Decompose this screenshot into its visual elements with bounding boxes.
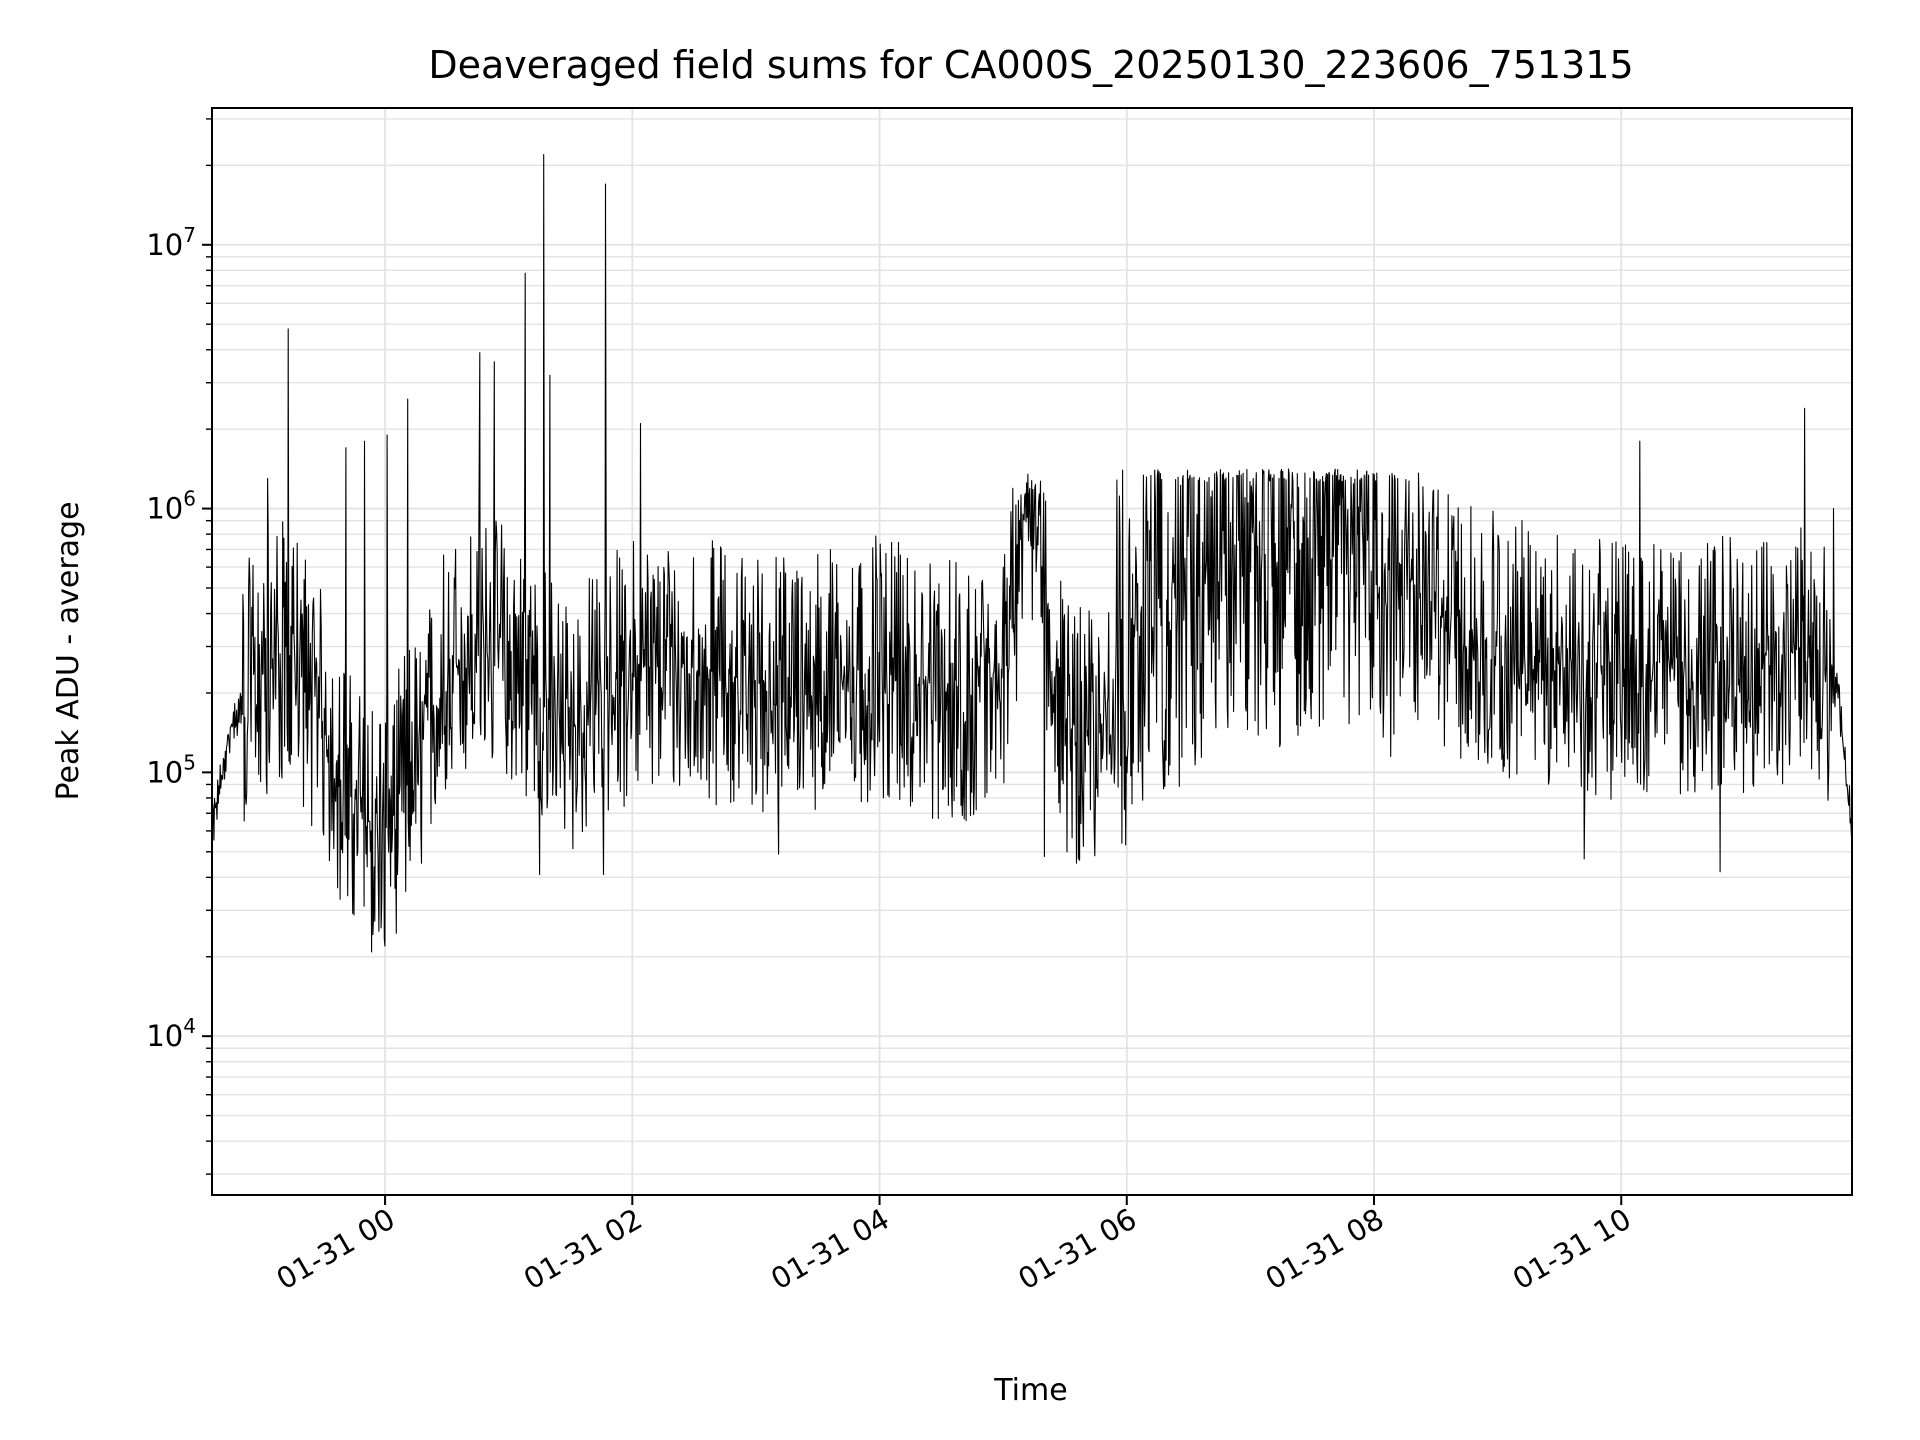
chart-title: Deaveraged field sums for CA000S_2025013… bbox=[428, 43, 1633, 87]
y-axis-label: Peak ADU - average bbox=[51, 501, 86, 800]
y-tick-label: 105 bbox=[146, 750, 196, 789]
data-series bbox=[211, 153, 1853, 953]
plot-frame bbox=[211, 107, 1853, 1196]
x-axis-label: Time bbox=[993, 1373, 1067, 1408]
series-line bbox=[211, 153, 1853, 953]
y-tick-label: 104 bbox=[146, 1014, 196, 1053]
y-tick-label: 107 bbox=[146, 223, 196, 262]
